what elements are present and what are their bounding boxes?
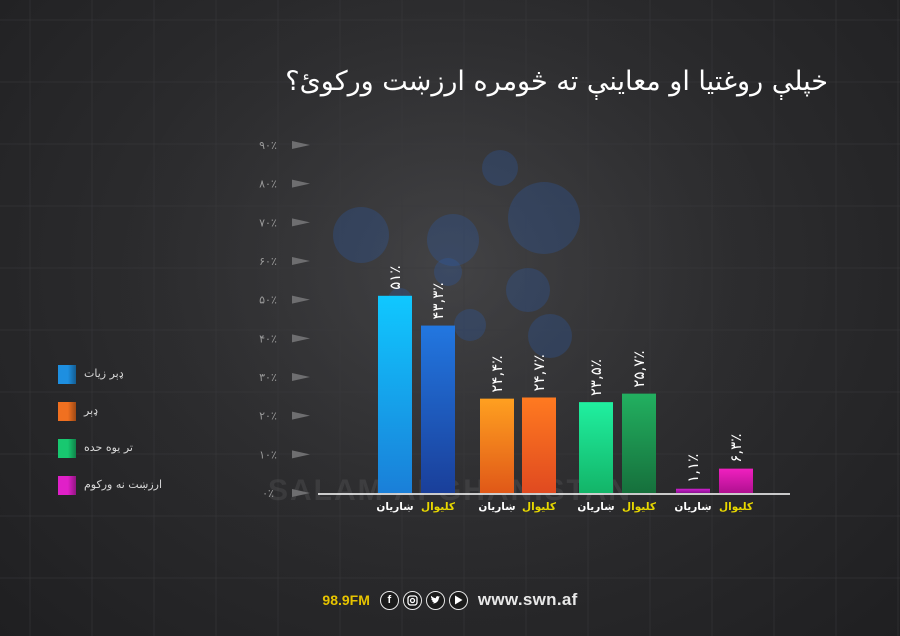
x-category-label: ښاریان [478, 501, 515, 513]
y-tick-label: ۰٪ [262, 487, 274, 500]
bar-value-label: ۶,۳٪ [727, 434, 745, 463]
y-tick-marker [292, 141, 310, 149]
footer: 98.9FM f www.swn.af [0, 588, 900, 612]
y-tick-label: ۳۰٪ [259, 371, 277, 384]
legend-item-very-much: ډېر زیات [58, 365, 208, 385]
y-tick-label: ۷۰٪ [259, 216, 277, 229]
radio-frequency: 98.9FM [322, 592, 370, 608]
x-category-label: کلیوال [719, 501, 754, 513]
legend-item-no-value: ارزښت نه ورکوم [58, 476, 208, 496]
bar [622, 393, 656, 493]
x-category-label: ښاریان [674, 501, 711, 513]
website-url[interactable]: www.swn.af [477, 590, 578, 609]
y-tick-marker [292, 334, 310, 343]
y-tick-marker [292, 411, 310, 420]
bar-value-label: ۲۴,۷٪ [530, 354, 548, 391]
y-tick-marker [292, 295, 310, 304]
bar [522, 397, 556, 493]
y-tick-label: ۸۰٪ [259, 178, 277, 191]
legend-swatch [58, 476, 76, 495]
y-tick-label: ۵۰٪ [259, 294, 277, 307]
bar-value-label: ۲۵,۷٪ [630, 351, 648, 388]
legend-label: ارزښت نه ورکوم [84, 478, 163, 491]
x-category-label: کلیوال [421, 501, 456, 513]
legend-label: ډېر زیات [84, 367, 124, 380]
x-category-label: کلیوال [522, 501, 557, 513]
y-tick-marker [292, 257, 310, 265]
y-tick-marker [292, 489, 310, 497]
y-tick-label: ۴۰٪ [259, 332, 277, 345]
y-tick-marker [292, 450, 310, 459]
legend-item-much: ډېر [58, 402, 208, 422]
bar-value-label: ۲۳,۵٪ [587, 359, 605, 396]
instagram-icon[interactable] [402, 590, 422, 610]
y-tick-label: ۶۰٪ [259, 255, 277, 268]
legend-swatch [58, 439, 76, 458]
bar [421, 325, 455, 493]
legend-swatch [58, 365, 76, 384]
bar-value-label: ۱,۱٪ [684, 454, 702, 483]
bar [719, 468, 753, 493]
x-category-label: کلیوال [622, 501, 657, 513]
legend-item-somewhat: تر یوه حده [58, 439, 208, 459]
facebook-icon[interactable]: f [379, 590, 399, 610]
bar-value-label: ۵۱٪ [386, 266, 404, 290]
y-tick-label: ۹۰٪ [259, 139, 277, 152]
bar [480, 398, 514, 493]
bar [676, 488, 710, 493]
y-tick-label: ۱۰٪ [259, 448, 277, 461]
legend-label: ډېر [84, 404, 99, 417]
x-category-label: ښاریان [376, 501, 413, 513]
x-category-label: ښاریان [577, 501, 614, 513]
y-tick-marker [292, 179, 310, 188]
chart-title: خپلې روغتیا او معاینې ته څومره ارزښت ورک… [285, 66, 828, 97]
y-tick-marker [292, 218, 310, 227]
y-tick-marker [292, 373, 310, 381]
legend-swatch [58, 402, 76, 421]
bar [378, 295, 412, 493]
bar-value-label: ۴۳,۳٪ [429, 283, 447, 320]
y-tick-label: ۲۰٪ [259, 410, 277, 423]
youtube-icon[interactable] [448, 590, 468, 610]
legend-label: تر یوه حده [84, 441, 133, 454]
twitter-icon[interactable] [425, 590, 445, 610]
bar [579, 402, 613, 493]
bar-value-label: ۲۴,۴٪ [488, 356, 506, 393]
